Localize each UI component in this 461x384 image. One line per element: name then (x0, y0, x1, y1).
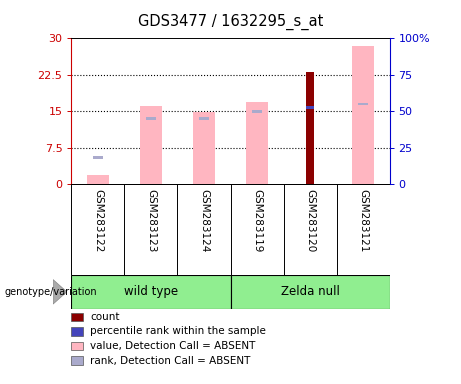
Bar (146, 118, 156, 120)
Bar (306, 106, 314, 109)
Text: GSM283119: GSM283119 (252, 189, 262, 252)
Text: GSM283122: GSM283122 (93, 189, 103, 252)
Bar (252, 110, 262, 113)
Bar (306, 73, 314, 184)
Text: count: count (90, 312, 119, 322)
Text: wild type: wild type (124, 285, 178, 298)
Bar (140, 106, 161, 184)
Bar (358, 103, 368, 105)
Text: value, Detection Call = ABSENT: value, Detection Call = ABSENT (90, 341, 255, 351)
Text: genotype/variation: genotype/variation (5, 287, 97, 297)
Text: GSM283123: GSM283123 (146, 189, 156, 252)
Bar (199, 118, 209, 120)
Bar (352, 46, 373, 184)
Text: GSM283121: GSM283121 (358, 189, 368, 252)
Text: GSM283124: GSM283124 (199, 189, 209, 252)
Bar (193, 113, 214, 184)
Bar (87, 175, 108, 184)
Bar (230, 275, 390, 309)
Bar (93, 156, 103, 159)
Bar (71, 275, 230, 309)
Text: GSM283120: GSM283120 (305, 189, 315, 252)
Text: percentile rank within the sample: percentile rank within the sample (90, 326, 266, 336)
Polygon shape (53, 280, 67, 304)
Text: rank, Detection Call = ABSENT: rank, Detection Call = ABSENT (90, 356, 250, 366)
Text: GDS3477 / 1632295_s_at: GDS3477 / 1632295_s_at (138, 13, 323, 30)
Text: Zelda null: Zelda null (281, 285, 339, 298)
Bar (246, 102, 267, 184)
